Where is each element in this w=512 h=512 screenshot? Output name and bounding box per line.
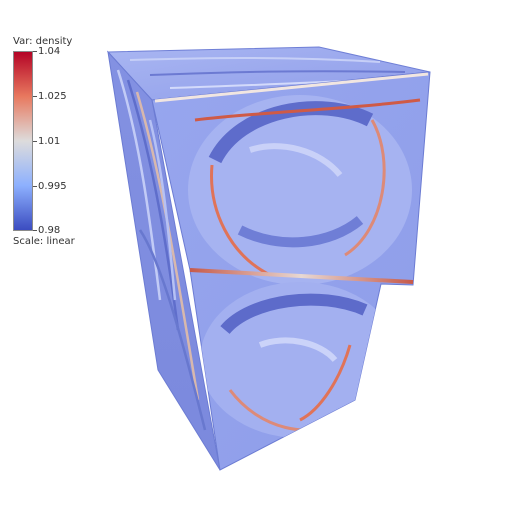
tick-label-5: 0.98 xyxy=(38,225,61,236)
tick-mark-5 xyxy=(33,230,37,231)
front-face-swirls xyxy=(188,95,421,438)
top-front-edge xyxy=(154,72,429,103)
front-seam xyxy=(189,268,414,284)
colorbar xyxy=(13,51,33,231)
tick-mark-2 xyxy=(33,96,37,97)
tick-mark-3 xyxy=(33,141,37,142)
tick-label-3: 1.01 xyxy=(38,136,61,147)
tick-mark-4 xyxy=(33,186,37,187)
left-face-streaks xyxy=(116,69,207,431)
tick-label-1: 1.04 xyxy=(38,46,61,57)
tick-mark-1 xyxy=(33,51,37,52)
tick-label-2: 1.025 xyxy=(38,91,67,102)
scale-label: Scale: linear xyxy=(13,236,75,247)
legend-title: Var: density xyxy=(13,36,73,47)
tick-label-4: 0.995 xyxy=(38,181,67,192)
